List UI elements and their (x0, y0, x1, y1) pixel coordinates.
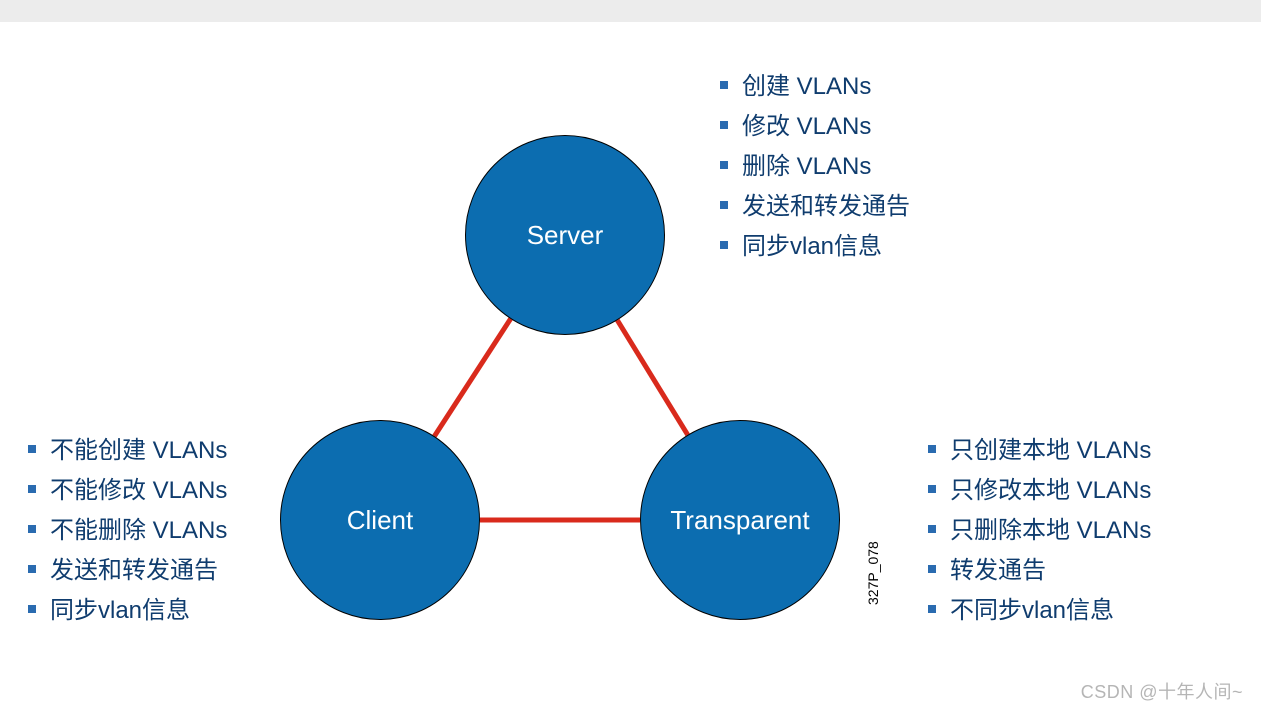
bullet-item: 同步vlan信息 (28, 592, 227, 632)
node-client-label: Client (347, 505, 413, 536)
bullet-item: 不同步vlan信息 (928, 592, 1151, 632)
client-bullets: 不能创建 VLANs不能修改 VLANs不能删除 VLANs发送和转发通告同步v… (28, 432, 227, 632)
watermark: CSDN @十年人间~ (1081, 678, 1243, 704)
bullet-item: 同步vlan信息 (720, 228, 910, 268)
bullet-item: 不能修改 VLANs (28, 472, 227, 512)
server-bullets: 创建 VLANs修改 VLANs删除 VLANs发送和转发通告同步vlan信息 (720, 68, 910, 268)
bullet-item: 发送和转发通告 (720, 188, 910, 228)
reference-label: 327P_078 (865, 541, 881, 605)
node-server-label: Server (527, 220, 604, 251)
transparent-bullets: 只创建本地 VLANs只修改本地 VLANs只删除本地 VLANs转发通告不同步… (928, 432, 1151, 632)
edge-server-transparent (617, 320, 687, 435)
bullet-item: 修改 VLANs (720, 108, 910, 148)
node-client: Client (280, 420, 480, 620)
bullet-item: 发送和转发通告 (28, 552, 227, 592)
bullet-item: 删除 VLANs (720, 148, 910, 188)
bullet-item: 只删除本地 VLANs (928, 512, 1151, 552)
bullet-item: 不能创建 VLANs (28, 432, 227, 472)
node-transparent: Transparent (640, 420, 840, 620)
node-transparent-label: Transparent (670, 505, 809, 536)
bullet-item: 转发通告 (928, 552, 1151, 592)
bullet-item: 只修改本地 VLANs (928, 472, 1151, 512)
bullet-item: 创建 VLANs (720, 68, 910, 108)
bullet-item: 只创建本地 VLANs (928, 432, 1151, 472)
bullet-item: 不能删除 VLANs (28, 512, 227, 552)
node-server: Server (465, 135, 665, 335)
edge-server-client (434, 319, 510, 436)
